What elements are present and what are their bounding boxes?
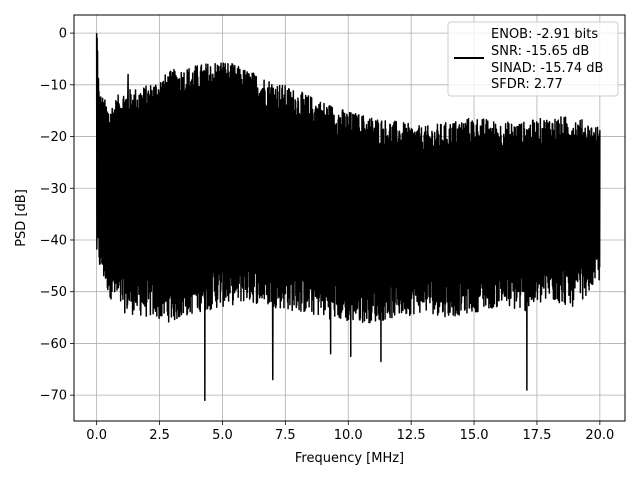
x-tick-label: 2.5 (149, 428, 170, 443)
x-axis-label: Frequency [MHz] (295, 451, 404, 466)
y-tick-label: −60 (40, 337, 67, 352)
legend: ENOB: -2.91 bits SNR: -15.65 dB SINAD: -… (447, 21, 619, 97)
y-axis-label: PSD [dB] (14, 189, 29, 247)
psd-series-line (95, 33, 601, 402)
x-tick-label: 12.5 (397, 428, 426, 443)
series-layer (95, 33, 601, 402)
y-tick-label: −30 (40, 182, 67, 197)
y-tick-label: 0 (59, 27, 67, 42)
legend-line-sfdr: SFDR: 2.77 (491, 77, 563, 92)
legend-line-snr: SNR: -15.65 dB (491, 44, 589, 59)
x-tick-label: 7.5 (275, 428, 296, 443)
legend-line-sinad: SINAD: -15.74 dB (491, 61, 603, 76)
y-tick-label: −50 (40, 285, 67, 300)
legend-line-enob: ENOB: -2.91 bits (491, 27, 598, 42)
y-tick-label: −10 (40, 78, 67, 93)
y-tick-label: −70 (40, 389, 67, 404)
x-tick-label: 15.0 (460, 428, 489, 443)
x-tick-label: 17.5 (522, 428, 551, 443)
x-tick-label: 10.0 (334, 428, 363, 443)
x-ticks: 0.0 2.5 5.0 7.5 10.0 12.5 15.0 17.5 20.0 (86, 421, 614, 443)
x-tick-label: 20.0 (585, 428, 614, 443)
x-tick-label: 0.0 (86, 428, 107, 443)
y-ticks: 0 −10 −20 −30 −40 −50 −60 −70 (40, 27, 74, 404)
y-tick-label: −20 (40, 130, 67, 145)
legend-box (447, 21, 619, 97)
y-tick-label: −40 (40, 233, 67, 248)
plot-frame (73, 14, 626, 422)
x-tick-label: 5.0 (212, 428, 233, 443)
